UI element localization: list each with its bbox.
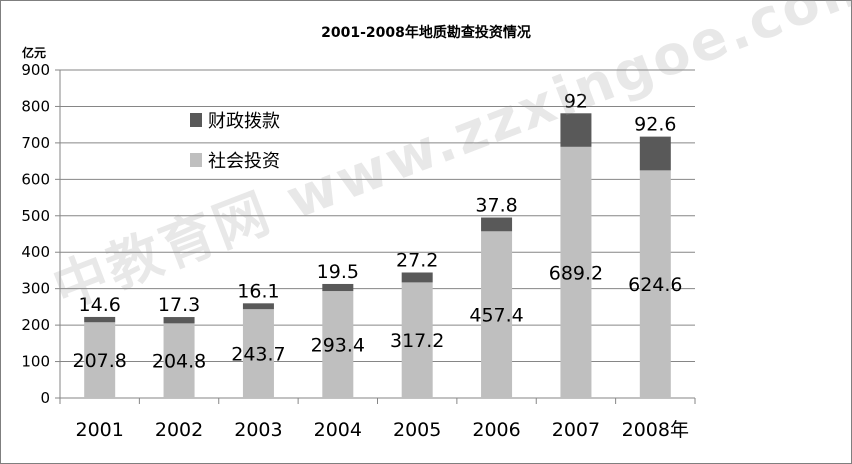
data-label-social-investment: 624.6 <box>628 274 682 296</box>
bar-fiscal-allocation <box>401 272 433 283</box>
chart-title: 2001-2008年地质勘查投资情况 <box>321 25 531 41</box>
x-tick-label: 2002 <box>155 419 203 441</box>
x-tick-label: 2003 <box>234 419 282 441</box>
y-tick-label: 700 <box>21 134 50 152</box>
legend-swatch <box>190 153 202 167</box>
legend-label: 财政拨款 <box>208 111 280 132</box>
bar-social-investment <box>481 231 513 398</box>
y-tick-label: 900 <box>21 61 50 79</box>
y-tick-label: 400 <box>21 243 50 261</box>
y-tick-label: 500 <box>21 207 50 225</box>
bar-fiscal-allocation <box>163 317 195 324</box>
legend-label: 社会投资 <box>208 151 280 172</box>
data-label-fiscal-allocation: 92.6 <box>634 114 676 136</box>
data-label-social-investment: 207.8 <box>72 350 126 372</box>
y-tick-label: 300 <box>21 280 50 298</box>
bar-social-investment <box>242 309 274 398</box>
y-tick-label: 0 <box>40 389 50 407</box>
y-tick-label: 100 <box>21 353 50 371</box>
bar-social-investment <box>84 322 116 398</box>
legend-swatch <box>190 113 202 127</box>
x-tick-label: 2006 <box>472 419 520 441</box>
y-tick-label: 800 <box>21 97 50 115</box>
bar-fiscal-allocation <box>84 316 116 323</box>
data-label-social-investment: 317.2 <box>390 330 444 352</box>
bar-social-investment <box>639 170 671 398</box>
y-tick-label: 200 <box>21 316 50 334</box>
y-axis-unit-label: 亿元 <box>22 46 47 60</box>
x-tick-label: 2001 <box>76 419 124 441</box>
x-tick-label: 2005 <box>393 419 441 441</box>
data-label-social-investment: 457.4 <box>469 305 523 327</box>
data-label-fiscal-allocation: 19.5 <box>317 261 359 283</box>
x-tick-label: 2008年 <box>622 419 689 441</box>
data-label-fiscal-allocation: 17.3 <box>158 294 200 316</box>
bar-fiscal-allocation <box>481 217 513 232</box>
x-tick-label: 2004 <box>314 419 362 441</box>
data-label-fiscal-allocation: 16.1 <box>237 280 279 302</box>
bar-fiscal-allocation <box>560 113 592 147</box>
y-tick-label: 600 <box>21 170 50 188</box>
data-label-social-investment: 204.8 <box>152 351 206 373</box>
data-label-social-investment: 293.4 <box>311 335 365 357</box>
bar-social-investment <box>163 323 195 398</box>
data-label-social-investment: 243.7 <box>231 344 285 366</box>
bar-social-investment <box>401 282 433 398</box>
data-label-social-investment: 689.2 <box>549 262 603 284</box>
bar-fiscal-allocation <box>639 136 671 171</box>
data-label-fiscal-allocation: 92 <box>564 90 588 112</box>
bar-fiscal-allocation <box>322 283 354 292</box>
x-tick-label: 2007 <box>552 419 600 441</box>
data-label-fiscal-allocation: 27.2 <box>396 249 438 271</box>
data-label-fiscal-allocation: 14.6 <box>79 294 121 316</box>
bar-social-investment <box>560 146 592 398</box>
bar-social-investment <box>322 291 354 398</box>
data-label-fiscal-allocation: 37.8 <box>475 195 517 217</box>
bar-fiscal-allocation <box>242 303 274 310</box>
